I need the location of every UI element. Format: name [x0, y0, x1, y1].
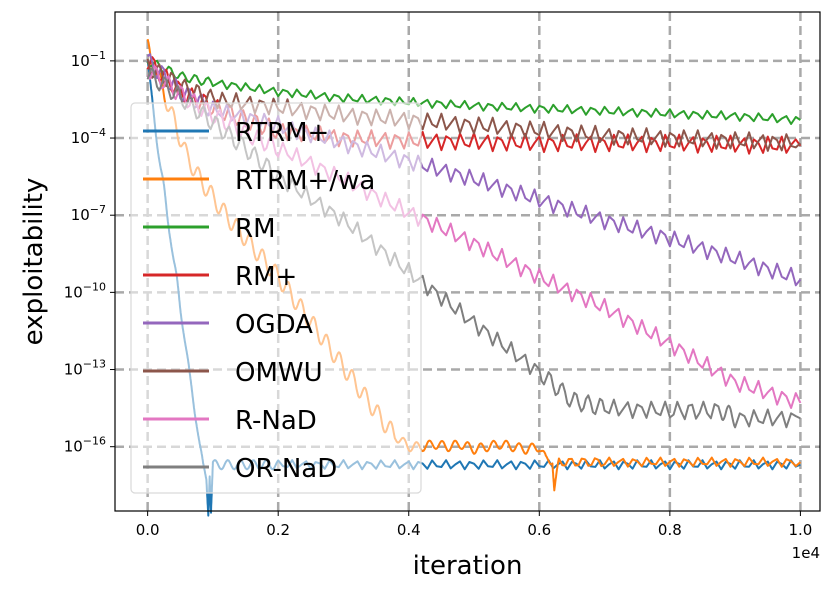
x-tick-label: 0.2 [266, 521, 290, 539]
series-line [146, 58, 802, 152]
y-tick-label: 10−7 [71, 203, 106, 224]
plot-frame [114, 11, 821, 512]
legend-entry-label: OMWU [235, 358, 323, 388]
legend: RTRM+ RTRM+/wa RM RM+ OGDA OMWU R-NaD OR-NaD [130, 102, 422, 494]
x-axis-label: iteration [413, 551, 523, 581]
y-tick-label: 10−4 [71, 126, 106, 147]
legend-entry-label: RTRM+ [235, 118, 329, 148]
x-offset-label: 1e4 [792, 544, 820, 562]
x-tick-label: 0.8 [658, 521, 682, 539]
x-tick-label: 0.6 [527, 521, 551, 539]
series-line [146, 59, 801, 125]
x-tick-label: 0.4 [397, 521, 421, 539]
legend-entry-label: R-NaD [235, 406, 317, 436]
x-tick-label: 1.0 [788, 521, 812, 539]
y-tick-label: 10−13 [64, 358, 106, 379]
y-axis-label: exploitability [19, 178, 49, 346]
y-tick-label: 10−16 [64, 435, 106, 456]
legend-entry-label: RM [235, 214, 276, 244]
tick-layer: 0.0 0.2 0.4 0.6 0.8 1.0 10−1 10−4 10−7 10−10 10−13… [64, 49, 813, 539]
y-tick-label: 10−10 [64, 280, 106, 301]
y-tick-label: 10−1 [71, 49, 106, 70]
x-tick-label: 0.0 [136, 521, 160, 539]
legend-entry-label: RM+ [235, 262, 297, 292]
legend-box [130, 102, 422, 494]
legend-entry-label: OGDA [235, 310, 313, 340]
legend-entry-label: RTRM+/wa [235, 166, 375, 196]
legend-entry-label: OR-NaD [235, 454, 337, 484]
